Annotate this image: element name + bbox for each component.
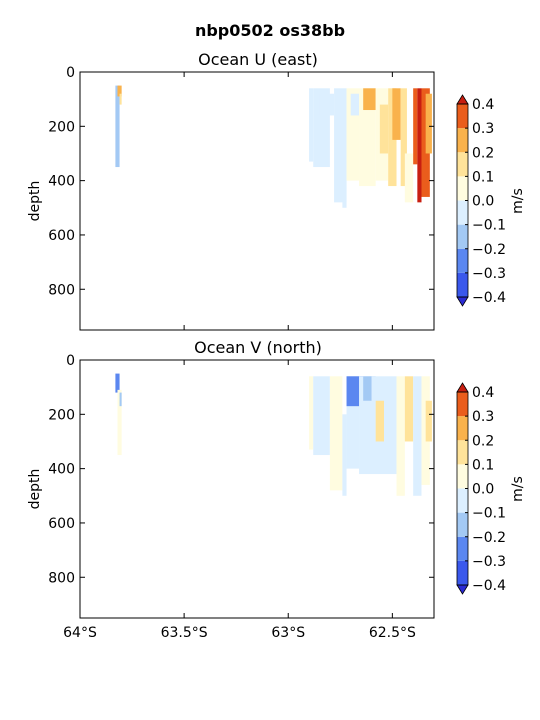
colorbar-band	[457, 272, 468, 297]
colorbar-tick-label: −0.4	[472, 578, 506, 594]
y-axis-label-ocean-u: depth	[27, 181, 43, 222]
colorbar-label-ocean-v: m/s	[510, 476, 526, 502]
colorbar-band	[457, 536, 468, 561]
colorbar-band	[457, 464, 468, 489]
colorbar-band	[457, 512, 468, 537]
colorbar-band	[457, 128, 468, 153]
colorbar-tick-label: 0.1	[472, 169, 494, 185]
heatmap-cell	[404, 153, 414, 203]
heatmap-cell	[396, 376, 405, 496]
colorbar-tick-label: 0.0	[472, 194, 494, 210]
heatmap-cell	[342, 414, 347, 496]
panel-ocean-v: Ocean V (north) depth 0 200 400 600 800 64°S 6…	[27, 338, 526, 641]
x-tick-label: 64°S	[63, 625, 97, 641]
y-tick-label: 400	[48, 174, 75, 190]
colorbar-ocean-u: −0.4 −0.3 −0.2 −0.1 0.0 0.1 0.2 0.3 0.4	[456, 94, 506, 307]
colorbar-tick-label: −0.4	[472, 290, 506, 306]
colorbar-band	[457, 416, 468, 441]
y-tick-label: 800	[48, 282, 75, 298]
heatmap-cell	[375, 400, 385, 442]
heatmap-cell	[117, 85, 122, 97]
heatmap-cell	[379, 104, 389, 154]
y-tick-label: 600	[48, 228, 75, 244]
heatmap-cell	[117, 389, 122, 456]
heatmap-cell	[413, 88, 418, 165]
heatmap-cell	[319, 93, 335, 116]
y-tick-label: 600	[48, 516, 75, 532]
colorbar-band	[457, 248, 468, 273]
y-tick-label: 200	[48, 119, 75, 135]
colorbar-tick-label: 0.4	[472, 97, 494, 113]
heatmap-cell	[425, 400, 432, 442]
axes-ocean-v: 0 200 400 600 800 64°S 63.5°S 63°S 62.5°S	[48, 353, 435, 641]
axes-frame	[79, 71, 435, 331]
heatmap-cell	[363, 88, 376, 111]
heatmap-cell	[329, 376, 343, 491]
y-axis-label-ocean-v: depth	[27, 469, 43, 510]
colorbar-label-ocean-u: m/s	[510, 188, 526, 214]
colorbar-tick-label: 0.2	[472, 433, 494, 449]
heatmap-cell	[309, 88, 314, 162]
axes-ocean-u: 0 200 400 600 800	[48, 65, 435, 331]
y-tick-label: 800	[48, 570, 75, 586]
heatmap-cell	[115, 85, 120, 168]
colorbar-band	[457, 560, 468, 585]
y-tick-label: 0	[66, 65, 75, 81]
heatmap-cell	[313, 376, 330, 456]
y-tick-label: 400	[48, 462, 75, 478]
colorbar-tick-label: −0.1	[472, 506, 506, 522]
heatmap-cell	[404, 376, 414, 442]
colorbar-band	[457, 200, 468, 225]
colorbar-tick-label: −0.3	[472, 554, 506, 570]
heatmap-cell	[342, 131, 347, 208]
colorbar-tick-label: 0.0	[472, 482, 494, 498]
colorbar-extend-max	[456, 94, 469, 105]
x-tick-label: 62.5°S	[369, 625, 416, 641]
colorbar-tick-label: 0.3	[472, 121, 494, 137]
x-tick-label: 63°S	[271, 625, 305, 641]
y-tick-label: 200	[48, 407, 75, 423]
colorbar-tick-label: −0.3	[472, 266, 506, 282]
colorbar-tick-label: −0.1	[472, 218, 506, 234]
colorbar-band	[457, 224, 468, 249]
heatmap-cell	[425, 93, 432, 154]
heatmap-cells-ocean-u	[80, 72, 434, 330]
heatmap-cell	[119, 392, 122, 407]
heatmap-cell	[400, 88, 407, 187]
colorbar-band	[457, 176, 468, 201]
colorbar-band	[457, 440, 468, 465]
figure-title: nbp0502 os38bb	[195, 21, 345, 40]
heatmap-cell	[384, 376, 397, 475]
heatmap-cell	[417, 88, 422, 203]
heatmap-cell	[413, 376, 422, 496]
colorbar-extend-min	[456, 584, 469, 595]
heatmap-cell	[119, 93, 122, 105]
colorbar-tick-label: −0.2	[472, 242, 506, 258]
colorbar-ocean-v: −0.4 −0.3 −0.2 −0.1 0.0 0.1 0.2 0.3 0.4	[456, 382, 506, 595]
heatmap-cells-ocean-v	[80, 360, 434, 618]
colorbar-extend-min	[456, 296, 469, 307]
panel-title-ocean-u: Ocean U (east)	[198, 50, 318, 69]
colorbar-tick-label: 0.1	[472, 457, 494, 473]
colorbar-tick-label: 0.3	[472, 409, 494, 425]
colorbar-tick-label: −0.2	[472, 530, 506, 546]
heatmap-cell	[115, 373, 120, 393]
colorbar-extend-max	[456, 382, 469, 393]
colorbar-tick-label: 0.2	[472, 145, 494, 161]
y-tick-label: 0	[66, 353, 75, 369]
heatmap-cell	[359, 88, 376, 187]
colorbar-tick-label: 0.4	[472, 385, 494, 401]
heatmap-cell	[309, 376, 314, 450]
heatmap-cell	[346, 376, 364, 407]
colorbar-band	[457, 152, 468, 177]
x-tick-label: 63.5°S	[161, 625, 208, 641]
colorbar-band	[457, 392, 468, 417]
heatmap-cell	[392, 88, 401, 140]
colorbar-band	[457, 488, 468, 513]
axes-frame	[79, 359, 435, 619]
colorbar-band	[457, 104, 468, 129]
panel-title-ocean-v: Ocean V (north)	[194, 338, 322, 357]
